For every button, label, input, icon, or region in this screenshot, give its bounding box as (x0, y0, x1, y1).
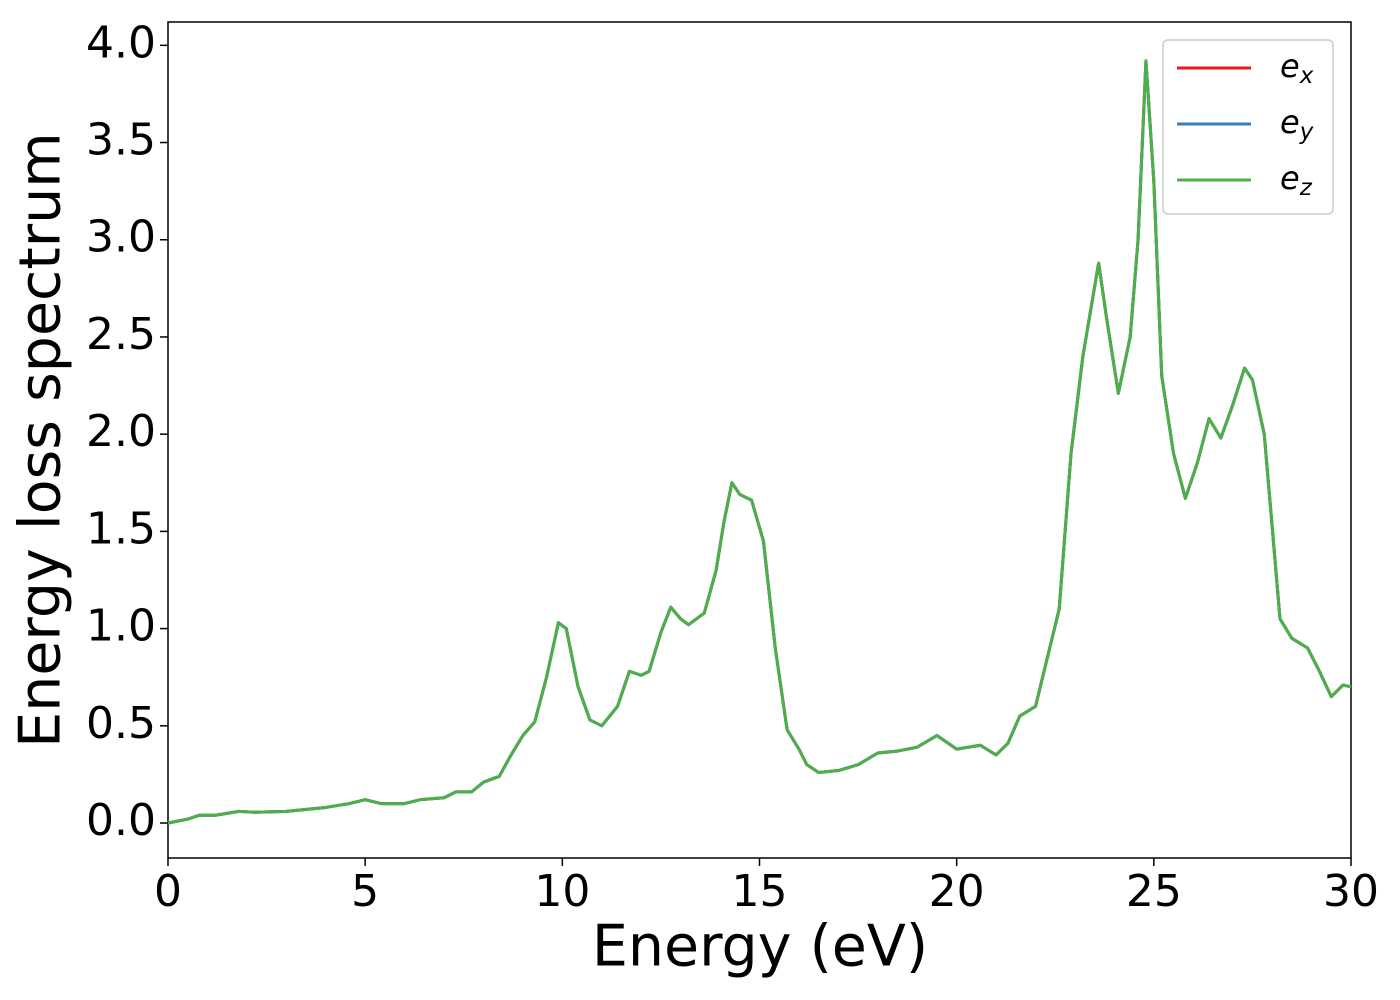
x-tick-label: 10 (534, 866, 590, 917)
x-tick-label: 25 (1126, 866, 1182, 917)
y-tick-label: 3.5 (86, 115, 156, 166)
y-axis-label: Energy loss spectrum (8, 132, 74, 748)
line-series (167, 59, 1352, 825)
x-axis-label: Energy (eV) (592, 914, 928, 980)
y-tick-label: 2.5 (86, 309, 156, 360)
x-tick-label: 0 (154, 866, 182, 917)
y-tick-label: 0.5 (86, 698, 156, 749)
y-tick-label: 2.0 (86, 406, 156, 457)
legend-label: ex (1280, 47, 1314, 89)
y-tick-label: 3.0 (86, 212, 156, 263)
y-tick-label: 4.0 (86, 17, 156, 68)
x-tick-label: 30 (1323, 866, 1379, 917)
y-tick-label: 1.0 (86, 601, 156, 652)
x-tick-label: 5 (351, 866, 379, 917)
y-tick-label: 1.5 (86, 503, 156, 554)
x-tick-label: 20 (929, 866, 985, 917)
legend-label: ey (1280, 103, 1314, 145)
legend-label: ez (1280, 159, 1313, 201)
x-tick-label: 15 (732, 866, 788, 917)
y-tick-label: 0.0 (86, 795, 156, 846)
legend-box (1162, 39, 1334, 215)
